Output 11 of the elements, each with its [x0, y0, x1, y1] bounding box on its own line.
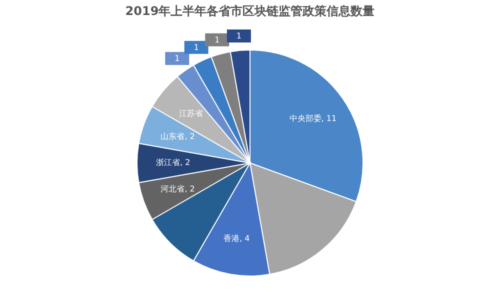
- data-label: 1: [194, 43, 199, 52]
- slice-label: 山东省, 2: [160, 132, 195, 141]
- slice-label: 中央部委, 11: [289, 114, 337, 124]
- slice-label: 河北省, 2: [160, 184, 195, 194]
- slice-label: 香港, 4: [224, 234, 250, 243]
- slice-label: 浙江省, 2: [156, 158, 190, 168]
- data-label: 1: [174, 54, 180, 64]
- data-label: 1: [214, 36, 220, 45]
- chart-title: 2019年上半年各省市区块链监管政策信息数量: [125, 4, 375, 18]
- data-label: 1: [236, 32, 242, 41]
- slice-label: 江苏省: [179, 108, 204, 118]
